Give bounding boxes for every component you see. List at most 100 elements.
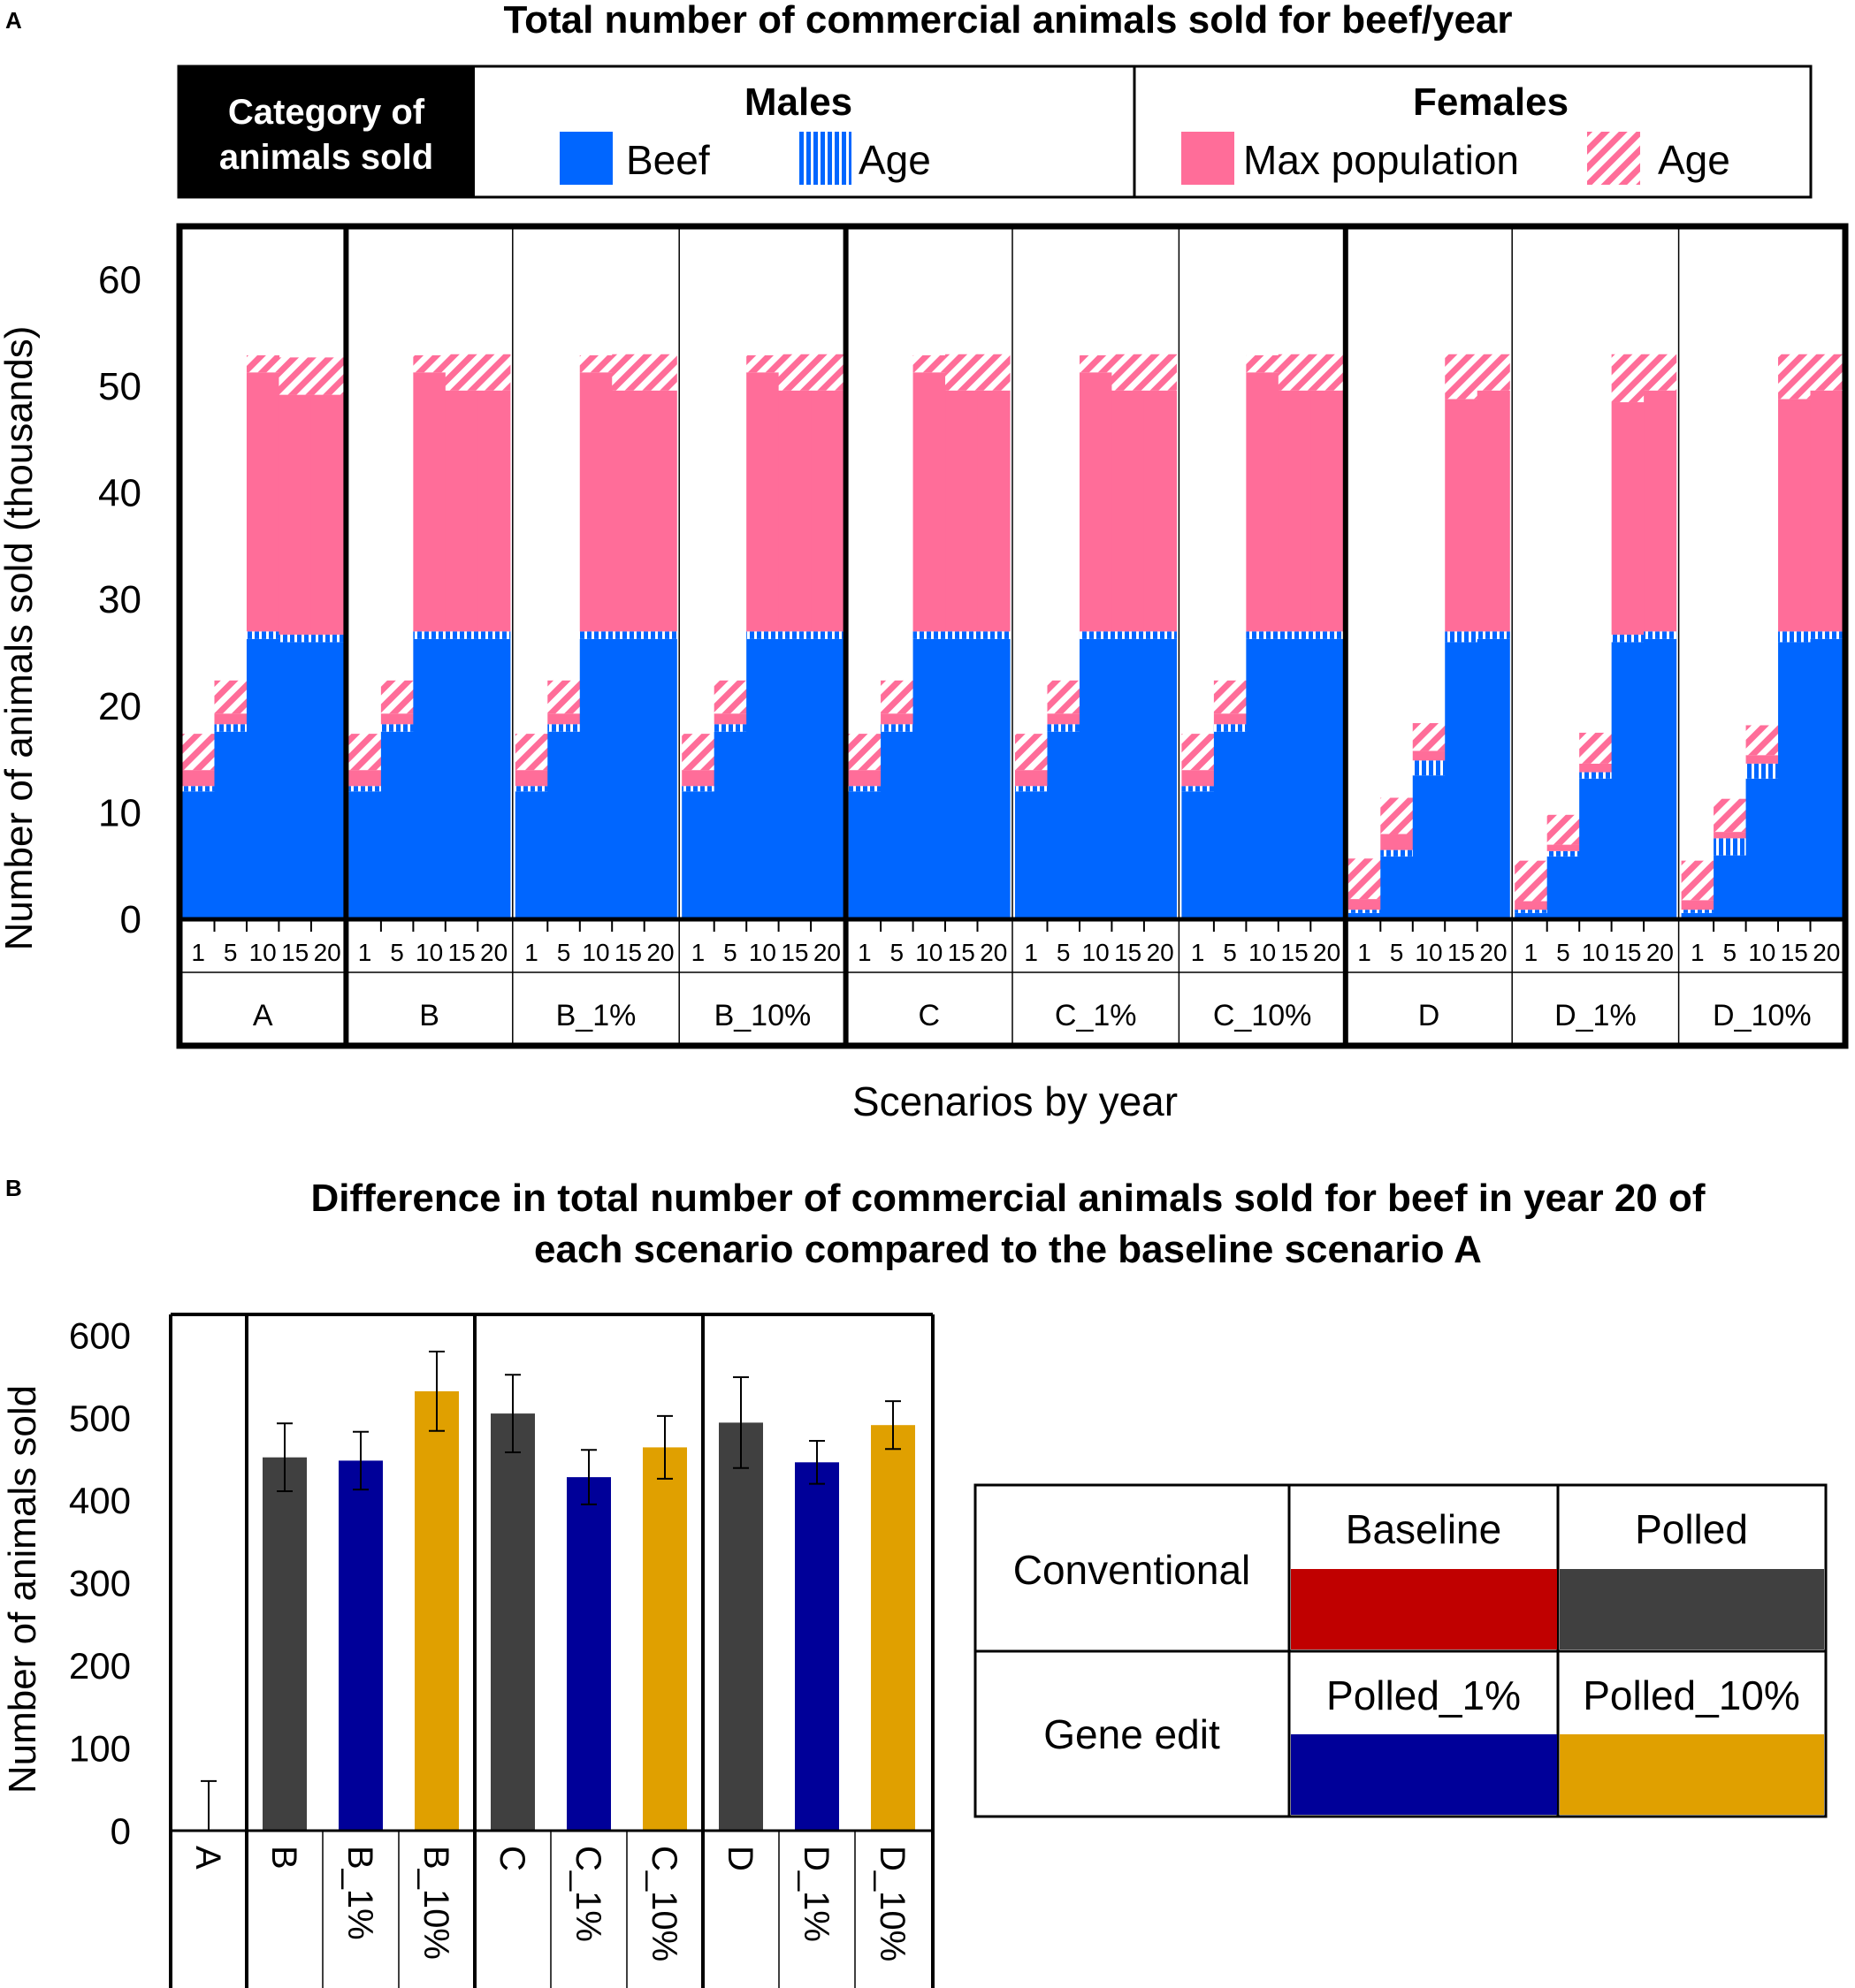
bar-c-10pct-year-20-male-age [1310,631,1344,639]
header-outline [177,65,1813,199]
bar-d-1pct-year-5-female-age [1546,814,1580,845]
bar-d-1pct-year-5-male-beef [1546,856,1580,919]
category-label-b-10pct: B_10% [416,1846,455,1960]
bar-d-year-5-male-beef [1380,856,1414,919]
bar-b-1pct-year-5-female-max [547,713,581,725]
bar-b-1pct-year-10-male-beef [579,638,613,919]
bar-d-year-5-female-age [1380,797,1414,834]
header-category-line2: animals sold [219,138,433,177]
bar-d-1pct-year-1-male-beef [1515,912,1548,919]
year-tick-d-10pct-15: 15 [1781,939,1808,966]
y-tick-label-100: 100 [69,1728,131,1770]
bar-d-1pct-year-10-female-age [1579,732,1613,764]
panel-a-label: A [5,7,22,34]
bar-c-1pct-year-1-male-beef [1015,791,1049,919]
panel-a-frame [176,223,1849,1049]
year-tick-b-20: 20 [480,939,508,966]
bar-d-year-10-male-age [1412,760,1446,776]
year-tick-c-10pct-20: 20 [1313,939,1340,966]
year-tick-a-5: 5 [224,939,238,966]
year-tick-c-1pct-20: 20 [1147,939,1174,966]
year-tick-d-10pct-1: 1 [1691,939,1705,966]
panel-a-header: Category of animals sold Males Females B… [177,65,1813,199]
year-tick-b-10: 10 [416,939,443,966]
bar-d-1pct-year-20-female-age [1644,354,1677,391]
bar-d-1pct-year-15-female-age [1611,354,1645,403]
y-tick-label-30: 30 [98,578,141,621]
legend-swatch-polled-10 [1560,1734,1824,1815]
bar-b-10pct-year-5-female-max [714,713,747,725]
bar-c-1pct-year-1-male-age [1015,786,1049,792]
bar-d-1pct-year-20-male-age [1644,631,1677,639]
bar-b-1pct-year-15-male-age [612,631,645,639]
bar-b-year-1-female-max [348,770,382,787]
year-tick-c-1pct-5: 5 [1057,939,1071,966]
year-tick-c-1pct-15: 15 [1114,939,1141,966]
bar-b-year-10-female-max [413,372,447,632]
bar-c-year-1-female-max [848,770,882,787]
scenario-label-a: A [253,999,273,1032]
bar-d-10pct-year-5-male-beef [1714,855,1747,919]
bar-d-1pct-year-15-male-beef [1611,642,1645,919]
header-category-line1: Category of [228,93,425,132]
year-tick-c-5: 5 [890,939,905,966]
bar-c-10pct-year-10-male-beef [1246,638,1279,919]
bar-a-year-5-female-age [214,680,248,714]
scenario-label-b-1pct: B_1% [556,999,637,1032]
scenario-label-b: B [419,999,439,1032]
bar-d-year-1-female-max [1347,899,1381,910]
bar-a-year-5-male-age [214,724,248,732]
year-tick-d-15: 15 [1447,939,1475,966]
bar-c-1pct-year-5-female-max [1047,713,1080,725]
year-tick-c-10pct-5: 5 [1223,939,1237,966]
bar-b-year-15-male-age [445,631,478,639]
year-tick-c-1pct-1: 1 [1024,939,1038,966]
bar-d-year-1-male-beef [1347,912,1381,919]
bar-b-year-20-male-age [477,631,511,639]
bar-b-1pct-year-20-male-beef [644,638,677,919]
bar-c-1pct-year-15-male-age [1111,631,1145,639]
bar-d-year-10-female-age [1412,723,1446,751]
bar-d-10pct-year-1-female-max [1681,900,1714,910]
bar-d-10pct-year-5-female-age [1714,798,1747,833]
bar-c-10pct-year-15-female-age [1278,354,1311,391]
bar-a-year-5-male-beef [214,731,248,919]
bar-b-10pct-year-10-male-age [746,631,780,639]
category-label-c-1pct: C_1% [569,1846,607,1942]
legend-label-polled-1: Polled_1% [1326,1672,1521,1718]
category-label-c: C [492,1846,531,1871]
year-tick-b-1pct-1: 1 [524,939,538,966]
bar-c-10pct-year-1-male-age [1181,786,1215,792]
bar-d-1pct-year-1-male-age [1515,910,1548,913]
y-tick-label-60: 60 [98,258,141,301]
year-tick-d-1pct-15: 15 [1614,939,1641,966]
panel-b-plot: A B B_1% B_10% C C_1% C_10% D D_1% D_10% 0 100 200 30… [69,1313,935,1988]
bar-b-10pct [415,1390,459,1831]
year-tick-b-10pct-20: 20 [813,939,841,966]
bar-d-year-1-male-age [1347,910,1381,913]
bar-a-year-20-male-age [310,634,344,643]
bar-d-year-10-male-beef [1412,775,1446,919]
legend-swatch-female-max [1181,132,1234,185]
bar-c-year-1-female-age [848,734,882,771]
legend-row-gene-edit: Gene edit [1043,1711,1220,1757]
bar-a-year-1-female-age [182,734,216,771]
bar-d-year-1-female-age [1347,858,1381,900]
legend-swatch-baseline [1291,1569,1557,1649]
bar-d-10pct-year-15-female-max [1778,399,1812,632]
bar-c-10pct-year-15-female-max [1278,390,1311,632]
year-tick-b-10pct-15: 15 [781,939,808,966]
bar-c-year-20-male-beef [977,638,1011,919]
bar-b-1pct-year-1-female-max [515,770,548,787]
bar-a-year-20-female-max [310,394,344,635]
bar-c-10pct-year-20-female-max [1310,390,1344,632]
bar-b-year-10-male-age [413,631,447,639]
legend-swatch-male-age [798,132,851,185]
legend-swatch-polled-1 [1291,1734,1557,1815]
bar-d-1pct-year-15-male-age [1611,634,1645,643]
bar-b-year-10-male-beef [413,638,447,919]
bar-b-year-15-female-max [445,390,478,632]
bar-c-year-15-male-beef [945,638,979,919]
bar-d-year-20-female-age [1477,354,1510,391]
